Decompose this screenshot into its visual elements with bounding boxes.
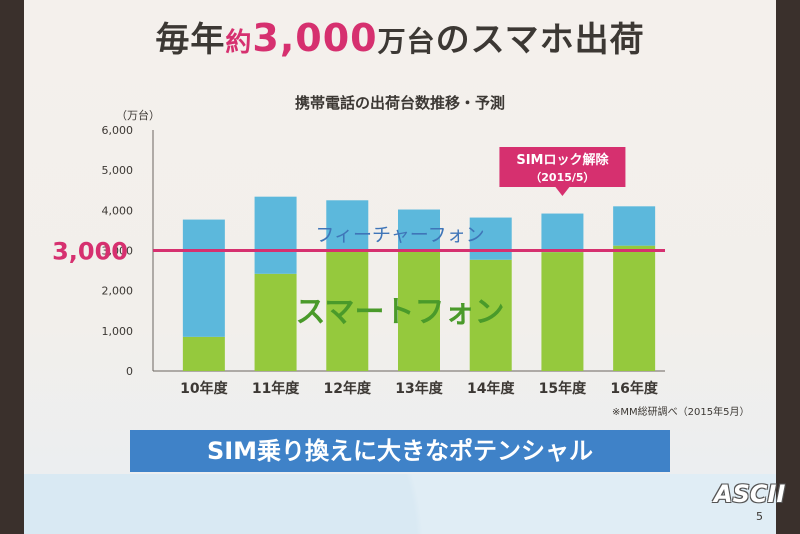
bar-segment <box>326 200 369 251</box>
page-number: 5 <box>756 510 763 523</box>
bar-segment <box>613 245 656 371</box>
bar-segment <box>326 250 369 371</box>
title-part: 毎年 <box>155 20 226 60</box>
y-tick-label: 4,000 <box>102 204 134 217</box>
series-label-smartphone: スマートフォン <box>295 295 504 330</box>
bar-segment <box>398 209 440 250</box>
bar-segment <box>469 217 512 260</box>
y-tick-label: 1,000 <box>102 325 134 338</box>
bar-segment <box>469 259 512 371</box>
bar-segment <box>182 336 225 371</box>
annotation-callout <box>499 147 626 187</box>
x-tick-label: 12年度 <box>324 380 372 397</box>
decorative-wave <box>24 474 776 534</box>
y-tick-label: 6,000 <box>102 124 134 137</box>
x-tick-label: 11年度 <box>252 380 300 397</box>
x-tick-label: 14年度 <box>467 380 515 397</box>
ascii-logo: ASCII <box>714 480 786 508</box>
slide-title: 毎年約3,000万台のスマホ出荷 <box>24 12 776 61</box>
y-tick-label: 0 <box>126 365 133 378</box>
x-tick-label: 13年度 <box>395 380 443 397</box>
bar-segment <box>541 252 584 371</box>
y-tick-label: 2,000 <box>102 285 134 298</box>
y-axis-unit: （万台） <box>116 109 160 122</box>
reference-line-label: 3,000 <box>52 238 128 266</box>
bar-segment <box>254 196 297 274</box>
title-part: 万台 <box>377 25 436 58</box>
bar-segment <box>398 249 440 371</box>
annotation-date: （2015/5） <box>530 171 594 184</box>
bar-segment <box>613 206 656 246</box>
chart-subtitle: 携帯電話の出荷台数推移・予測 <box>294 94 505 112</box>
title-part: 約 <box>225 28 253 58</box>
y-tick-label: 5,000 <box>102 164 134 177</box>
bar-segment <box>254 273 297 371</box>
bar-segment <box>182 219 225 337</box>
x-tick-label: 16年度 <box>610 380 658 397</box>
annotation-text: SIMロック解除 <box>516 152 609 168</box>
title-part: のスマホ出荷 <box>435 20 645 60</box>
annotation-pointer <box>555 187 570 196</box>
series-label-feature-phone: フィーチャーフォン <box>315 224 484 246</box>
x-tick-label: 10年度 <box>180 380 228 397</box>
title-part: 3,000 <box>252 16 378 60</box>
bar-segment <box>541 213 584 253</box>
conclusion-banner: SIM乗り換えに大きなポテンシャル <box>130 430 670 472</box>
source-note: ※MM総研調べ（2015年5月） <box>612 407 750 418</box>
x-tick-label: 15年度 <box>539 380 587 397</box>
y-tick-label: 3,000 <box>102 245 134 258</box>
